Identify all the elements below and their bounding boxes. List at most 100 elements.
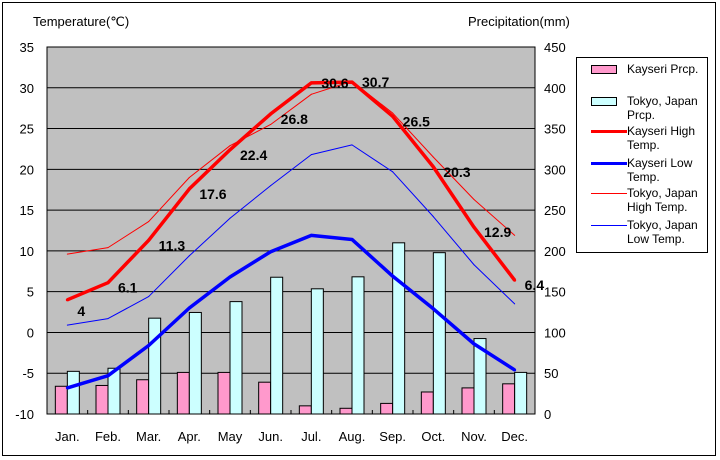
right-tick-label: 150 bbox=[544, 285, 566, 300]
series-line-kayseri-high-temp- bbox=[66, 80, 517, 302]
legend-label: Kayseri High Temp. bbox=[627, 124, 707, 152]
data-point bbox=[513, 278, 517, 282]
right-tick-label: 0 bbox=[544, 407, 551, 422]
x-tick-label: Jun. bbox=[258, 429, 283, 444]
left-axis-title: Temperature(℃) bbox=[33, 14, 129, 29]
x-tick-label: Oct. bbox=[421, 429, 445, 444]
x-tick-label: Sep. bbox=[379, 429, 406, 444]
legend-swatch-bar bbox=[591, 65, 617, 74]
right-tick-label: 300 bbox=[544, 162, 566, 177]
data-labels: 4 6.1 11.3 17.6 22.4 26.8 30.6 30.7 26.5 20.3 12.9… bbox=[77, 74, 544, 319]
x-tick-labels: Jan. Feb. Mar. Apr. May Jun. Jul. Aug. Sep. Oct. N… bbox=[55, 429, 528, 444]
data-point bbox=[147, 343, 151, 347]
x-tick-label: Nov. bbox=[461, 429, 487, 444]
right-tick-label: 450 bbox=[544, 40, 566, 55]
legend-swatch-line bbox=[591, 225, 627, 226]
x-tick-label: Apr. bbox=[178, 429, 201, 444]
legend-label: Tokyo, Japan High Temp. bbox=[627, 186, 707, 214]
left-tick-label: 35 bbox=[20, 40, 34, 55]
data-point bbox=[228, 148, 232, 152]
data-point bbox=[473, 199, 475, 201]
legend-label-line: Kayseri High bbox=[627, 124, 696, 138]
bar-tokyo-precip bbox=[107, 367, 121, 415]
data-label-kayseri-high: 6.4 bbox=[525, 277, 545, 293]
data-point bbox=[188, 255, 190, 257]
data-point bbox=[310, 93, 312, 95]
bar-tokyo-precip bbox=[351, 276, 365, 415]
gridlines bbox=[47, 87, 535, 414]
x-tick-label: Feb. bbox=[95, 429, 121, 444]
data-point bbox=[187, 187, 191, 191]
data-point bbox=[147, 238, 151, 242]
data-point bbox=[66, 253, 68, 255]
data-point bbox=[65, 386, 69, 390]
bar-kayseri-precip bbox=[298, 405, 312, 415]
bar-tokyo-precip bbox=[66, 370, 80, 415]
legend-label: Tokyo, Japan Low Temp. bbox=[627, 218, 707, 246]
bar-tokyo-precip bbox=[188, 311, 202, 415]
data-point bbox=[432, 156, 434, 158]
data-point bbox=[269, 250, 273, 254]
data-point bbox=[65, 298, 69, 302]
data-point bbox=[350, 237, 354, 241]
bar-kayseri-precip bbox=[461, 387, 475, 415]
lines bbox=[65, 80, 517, 390]
legend-label-line: Temp. bbox=[627, 170, 660, 184]
series-line-tokyo-japan-low-temp- bbox=[67, 144, 516, 326]
legend-label-line: High Temp. bbox=[627, 200, 688, 214]
data-point bbox=[391, 274, 395, 278]
data-label-kayseri-high: 26.5 bbox=[403, 113, 430, 129]
bar-tokyo-precip bbox=[270, 276, 284, 415]
data-point bbox=[432, 216, 434, 218]
left-tick-label: 15 bbox=[20, 203, 34, 218]
bar-kayseri-precip bbox=[258, 381, 272, 415]
legend-label: Kayseri Low Temp. bbox=[627, 156, 707, 184]
data-point bbox=[392, 171, 394, 173]
legend-label-line: Tokyo, Japan bbox=[627, 94, 698, 108]
x-tick-label: Jul. bbox=[301, 429, 321, 444]
left-tick-label: 10 bbox=[20, 244, 34, 259]
data-point bbox=[513, 368, 517, 372]
data-point bbox=[148, 221, 150, 223]
bar-kayseri-precip bbox=[339, 407, 353, 415]
data-point bbox=[66, 324, 68, 326]
data-label-kayseri-high: 30.7 bbox=[362, 74, 389, 90]
right-tick-label: 100 bbox=[544, 325, 566, 340]
bar-tokyo-precip bbox=[392, 242, 406, 415]
bar-tokyo-precip bbox=[514, 371, 528, 415]
bar-kayseri-precip bbox=[502, 383, 516, 415]
data-point bbox=[187, 306, 191, 310]
left-tick-label: -10 bbox=[15, 407, 34, 422]
left-tick-label: 25 bbox=[20, 122, 34, 137]
data-label-kayseri-high: 11.3 bbox=[159, 237, 186, 253]
bar-tokyo-precip bbox=[148, 317, 162, 415]
data-label-kayseri-high: 26.8 bbox=[281, 111, 308, 127]
legend-swatch-line bbox=[591, 162, 627, 165]
legend-label-line: Prcp. bbox=[627, 108, 656, 122]
data-point bbox=[309, 233, 313, 237]
left-tick-label: 20 bbox=[20, 162, 34, 177]
bar-tokyo-precip bbox=[432, 252, 446, 415]
bar-tokyo-precip bbox=[310, 288, 324, 415]
data-point bbox=[106, 281, 110, 285]
data-point bbox=[351, 144, 353, 146]
legend-swatch-line bbox=[591, 193, 627, 194]
data-point bbox=[472, 342, 476, 346]
left-tick-label: 5 bbox=[27, 285, 34, 300]
right-tick-label: 200 bbox=[544, 244, 566, 259]
left-tick-labels: 35 30 25 20 15 10 5 0 -5 -10 bbox=[15, 40, 34, 422]
data-point bbox=[514, 234, 516, 236]
data-point bbox=[392, 112, 394, 114]
bar-tokyo-precip bbox=[473, 338, 487, 415]
data-point bbox=[350, 80, 354, 84]
right-tick-labels: 450 400 350 300 250 200 150 100 50 0 bbox=[544, 40, 566, 422]
data-point bbox=[431, 165, 435, 169]
legend-label-line: Temp. bbox=[627, 138, 660, 152]
left-tick-label: 30 bbox=[20, 81, 34, 96]
data-point bbox=[148, 296, 150, 298]
data-point bbox=[107, 318, 109, 320]
data-label-kayseri-high: 30.6 bbox=[321, 75, 348, 91]
data-label-kayseri-high: 4 bbox=[77, 303, 85, 319]
bar-kayseri-precip bbox=[217, 371, 231, 415]
